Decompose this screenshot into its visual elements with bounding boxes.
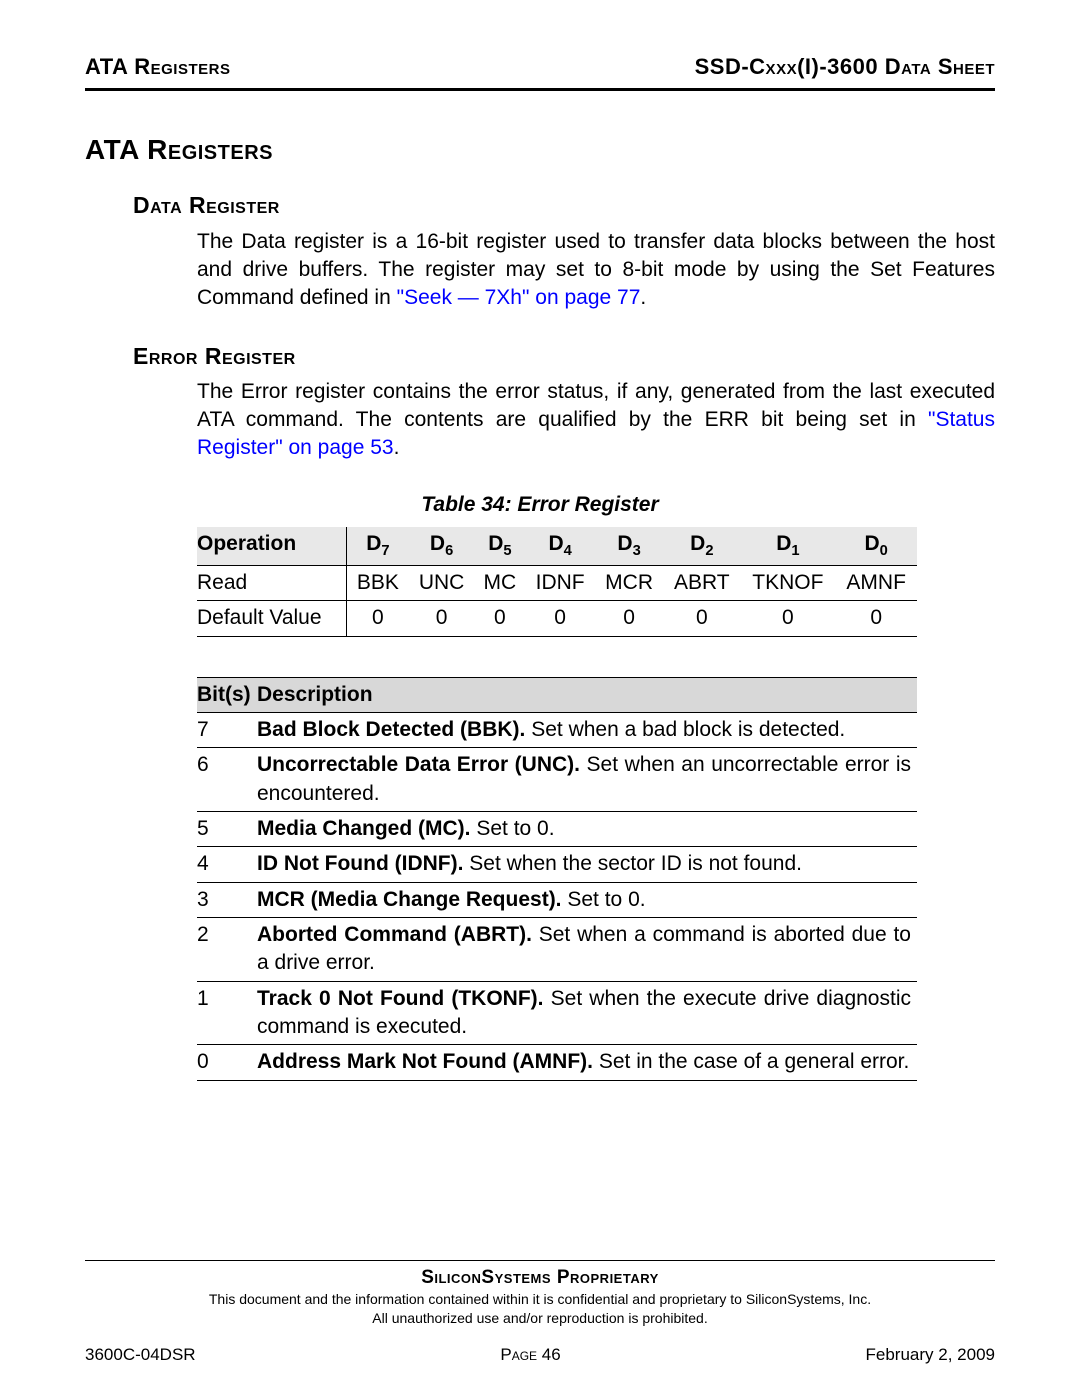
col-bits: Bit(s) [197, 677, 257, 712]
cell-bit: 6 [197, 748, 257, 812]
cell-bit: 2 [197, 918, 257, 982]
cell-bit: 0 [197, 1045, 257, 1080]
cell-operation: Read [197, 566, 347, 601]
table34-caption: Table 34: Error Register [85, 491, 995, 519]
footer-docnum: 3600C-04DSR [85, 1344, 196, 1367]
table-header-row: Operation D7 D6 D5 D4 D3 D2 D1 D0 [197, 527, 917, 566]
col-d6: D6 [409, 527, 475, 566]
cell-description: MCR (Media Change Request). Set to 0. [257, 882, 917, 917]
error-register-bit-table: Operation D7 D6 D5 D4 D3 D2 D1 D0 ReadBB… [197, 527, 917, 637]
error-register-heading: Error Register [133, 341, 995, 372]
header-left: ATA Registers [85, 52, 230, 82]
table-row: 6Uncorrectable Data Error (UNC). Set whe… [197, 748, 917, 812]
page-footer: SiliconSystems Proprietary This document… [85, 1260, 995, 1367]
cell: ABRT [663, 566, 740, 601]
col-d5: D5 [474, 527, 525, 566]
cell-description: Media Changed (MC). Set to 0. [257, 812, 917, 847]
data-register-text: The Data register is a 16-bit register u… [197, 228, 995, 313]
cell: 0 [347, 601, 409, 636]
cell: 0 [663, 601, 740, 636]
footer-pagenum: Page 46 [500, 1344, 560, 1367]
footer-confidential-2: All unauthorized use and/or reproduction… [85, 1309, 995, 1328]
error-register-text: The Error register contains the error st… [197, 378, 995, 463]
page-header: ATA Registers SSD-Cxxx(I)-3600 Data Shee… [85, 52, 995, 91]
col-d0: D0 [835, 527, 917, 566]
cell: MC [474, 566, 525, 601]
cell-operation: Default Value [197, 601, 347, 636]
section-title: ATA Registers [85, 131, 995, 169]
col-d1: D1 [740, 527, 835, 566]
table-row: 1Track 0 Not Found (TKONF). Set when the… [197, 981, 917, 1045]
table-header-row: Bit(s) Description [197, 677, 917, 712]
col-description: Description [257, 677, 917, 712]
cell-description: Track 0 Not Found (TKONF). Set when the … [257, 981, 917, 1045]
table-row: Default Value00000000 [197, 601, 917, 636]
cell-description: Aborted Command (ABRT). Set when a comma… [257, 918, 917, 982]
table-row: 2Aborted Command (ABRT). Set when a comm… [197, 918, 917, 982]
cell-description: Address Mark Not Found (AMNF). Set in th… [257, 1045, 917, 1080]
error-register-description-table: Bit(s) Description 7Bad Block Detected (… [197, 677, 917, 1081]
cell: 0 [595, 601, 663, 636]
text: The Error register contains the error st… [197, 380, 995, 431]
footer-confidential-1: This document and the information contai… [85, 1290, 995, 1309]
cell: 0 [740, 601, 835, 636]
cell: 0 [835, 601, 917, 636]
footer-date: February 2, 2009 [866, 1344, 995, 1367]
text: . [394, 436, 400, 459]
cell: BBK [347, 566, 409, 601]
col-d3: D3 [595, 527, 663, 566]
table-row: 7Bad Block Detected (BBK). Set when a ba… [197, 713, 917, 748]
cell: 0 [474, 601, 525, 636]
cell: IDNF [525, 566, 595, 601]
col-d2: D2 [663, 527, 740, 566]
cell-bit: 7 [197, 713, 257, 748]
cell-bit: 1 [197, 981, 257, 1045]
cell-bit: 5 [197, 812, 257, 847]
col-d7: D7 [347, 527, 409, 566]
cell: 0 [525, 601, 595, 636]
table-row: 4ID Not Found (IDNF). Set when the secto… [197, 847, 917, 882]
cell: 0 [409, 601, 475, 636]
table-row: 3MCR (Media Change Request). Set to 0. [197, 882, 917, 917]
cell-description: Uncorrectable Data Error (UNC). Set when… [257, 748, 917, 812]
cell: MCR [595, 566, 663, 601]
col-d4: D4 [525, 527, 595, 566]
cell: TKNOF [740, 566, 835, 601]
footer-proprietary: SiliconSystems Proprietary [85, 1265, 995, 1291]
cell-description: Bad Block Detected (BBK). Set when a bad… [257, 713, 917, 748]
col-operation: Operation [197, 527, 347, 566]
cell-bit: 4 [197, 847, 257, 882]
table-row: 0Address Mark Not Found (AMNF). Set in t… [197, 1045, 917, 1080]
cell: UNC [409, 566, 475, 601]
cell: AMNF [835, 566, 917, 601]
cell-bit: 3 [197, 882, 257, 917]
table-row: ReadBBKUNCMCIDNFMCRABRTTKNOFAMNF [197, 566, 917, 601]
data-register-heading: Data Register [133, 190, 995, 221]
seek-link[interactable]: "Seek — 7Xh" on page 77 [397, 286, 641, 309]
text: . [640, 286, 646, 309]
header-right: SSD-Cxxx(I)-3600 Data Sheet [695, 52, 995, 82]
table-row: 5Media Changed (MC). Set to 0. [197, 812, 917, 847]
cell-description: ID Not Found (IDNF). Set when the sector… [257, 847, 917, 882]
